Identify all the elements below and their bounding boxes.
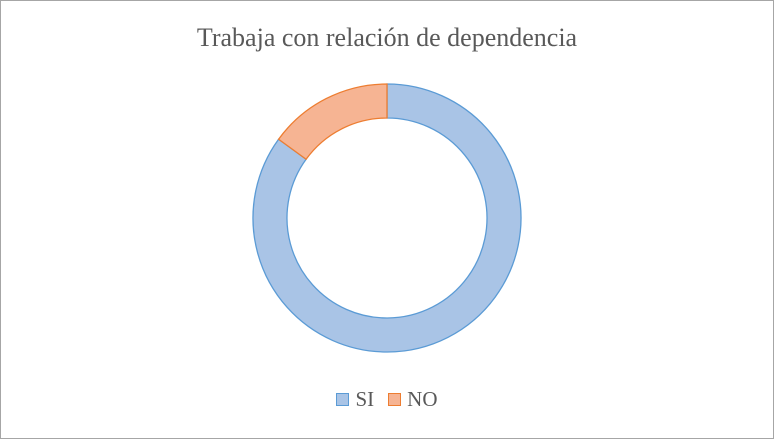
legend-item-no: NO xyxy=(388,387,438,412)
legend-item-si: SI xyxy=(336,387,374,412)
donut-slice-si xyxy=(252,83,522,353)
legend-swatch-si xyxy=(336,393,350,406)
legend-label-no: NO xyxy=(407,387,438,411)
legend-label-si: SI xyxy=(355,387,375,411)
legend-swatch-no xyxy=(388,393,402,406)
chart-legend: SI NO xyxy=(1,387,773,412)
chart-title: Trabaja con relación de dependencia xyxy=(196,23,578,52)
donut-slice-no xyxy=(277,83,388,161)
